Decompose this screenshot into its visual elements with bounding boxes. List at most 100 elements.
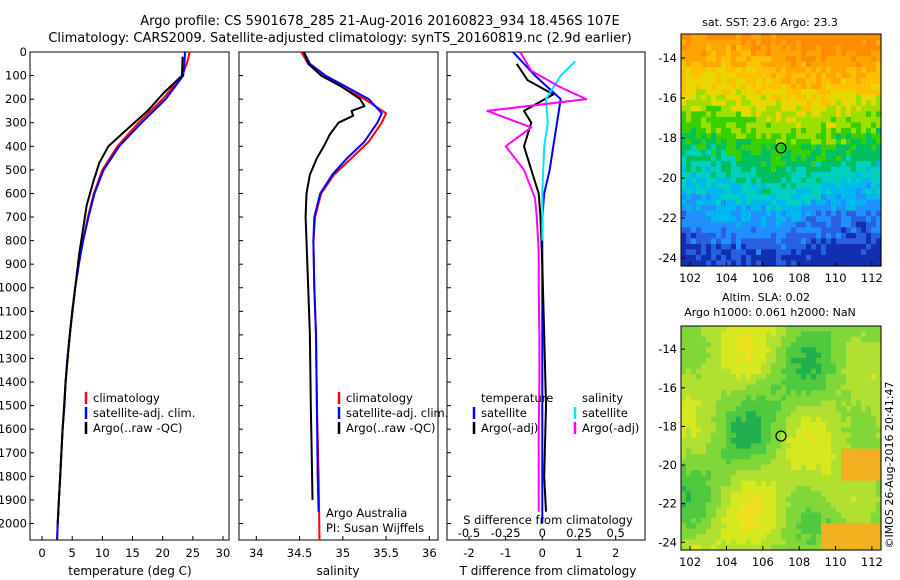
- map-cell: [836, 480, 842, 487]
- map-cell: [821, 518, 827, 524]
- map-cell: [781, 427, 787, 434]
- map-cell: [701, 539, 707, 546]
- map-cell: [856, 384, 862, 391]
- map-cell: [806, 138, 812, 146]
- map-cell: [826, 254, 832, 262]
- map-cell: [866, 183, 872, 190]
- salinity-plot: 34 34.5 35 35.5 36: [249, 51, 437, 560]
- map-cell: [761, 518, 767, 524]
- map-cell: [726, 166, 732, 173]
- map-cell: [756, 518, 762, 524]
- map-cell: [746, 486, 752, 492]
- map-cell: [696, 486, 702, 492]
- map-cell: [716, 254, 722, 262]
- map-cell: [826, 94, 832, 101]
- map-cell: [801, 249, 807, 256]
- map-cell: [781, 480, 787, 487]
- map-cell: [776, 427, 782, 434]
- map-cell: [816, 72, 822, 79]
- map-cell: [796, 172, 802, 179]
- map-cell: [861, 89, 867, 96]
- map-cell: [696, 254, 702, 262]
- map-cell: [816, 342, 822, 348]
- map-cell: [876, 528, 882, 535]
- map-cell: [791, 342, 797, 348]
- map-cell: [771, 443, 777, 450]
- map-cell: [771, 105, 777, 112]
- map-cell: [781, 368, 787, 375]
- map-cell: [821, 427, 827, 434]
- map-cell: [761, 464, 767, 471]
- map-cell: [766, 491, 772, 498]
- map-cell: [746, 144, 752, 151]
- map-x-tick-label: 102: [679, 271, 701, 285]
- map-cell: [741, 138, 747, 146]
- map-cell: [816, 199, 822, 206]
- map-cell: [776, 523, 782, 530]
- map-cell: [761, 249, 767, 256]
- map-cell: [736, 507, 742, 514]
- map-cell: [811, 523, 817, 530]
- map-cell: [726, 83, 732, 90]
- map-cell: [826, 534, 832, 540]
- map-cell: [736, 144, 742, 151]
- map-cell: [866, 331, 872, 338]
- map-cell: [696, 523, 702, 530]
- map-cell: [806, 544, 812, 551]
- map-cell: [746, 368, 752, 375]
- map-cell: [846, 78, 852, 85]
- map-cell: [721, 502, 727, 508]
- map-cell: [826, 400, 832, 407]
- map-cell: [711, 122, 717, 129]
- map-cell: [816, 67, 822, 74]
- map-cell: [791, 438, 797, 444]
- map-cell: [741, 352, 747, 359]
- map-cell: [701, 138, 707, 146]
- map-cell: [806, 232, 812, 239]
- map-cell: [841, 105, 847, 112]
- map-cell: [781, 61, 787, 68]
- map-cell: [681, 166, 687, 173]
- map-cell: [746, 528, 752, 535]
- map-cell: [756, 210, 762, 217]
- map-cell: [751, 155, 757, 162]
- map-cell: [701, 243, 707, 251]
- map-cell: [781, 512, 787, 519]
- map-cell: [846, 39, 852, 46]
- map-cell: [836, 227, 842, 234]
- map-cell: [816, 432, 822, 439]
- map-cell: [766, 379, 772, 386]
- map-cell: [876, 518, 882, 524]
- map-cell: [716, 523, 722, 530]
- map-cell: [701, 422, 707, 428]
- map-cell: [766, 432, 772, 439]
- map-cell: [746, 83, 752, 90]
- map-cell: [821, 544, 827, 551]
- map-cell: [836, 342, 842, 348]
- map-cell: [831, 172, 837, 179]
- map-cell: [841, 544, 847, 551]
- map-cell: [791, 502, 797, 508]
- map-cell: [856, 544, 862, 551]
- map-cell: [816, 138, 822, 146]
- map-cell: [826, 45, 832, 52]
- map-cell: [851, 454, 857, 460]
- map-cell: [681, 358, 687, 364]
- map-cell: [741, 254, 747, 262]
- map-cell: [796, 61, 802, 68]
- map-cell: [836, 150, 842, 157]
- map-cell: [721, 470, 727, 476]
- map-cell: [691, 249, 697, 256]
- map-cell: [776, 100, 782, 107]
- map-cell: [816, 133, 822, 140]
- map-cell: [871, 470, 877, 476]
- map-cell: [766, 406, 772, 412]
- map-cell: [741, 390, 747, 396]
- map-cell: [716, 443, 722, 450]
- map-cell: [871, 111, 877, 118]
- map-cell: [706, 459, 712, 466]
- map-cell: [811, 438, 817, 444]
- map-cell: [691, 464, 697, 471]
- map-cell: [706, 512, 712, 519]
- map-cell: [856, 161, 862, 168]
